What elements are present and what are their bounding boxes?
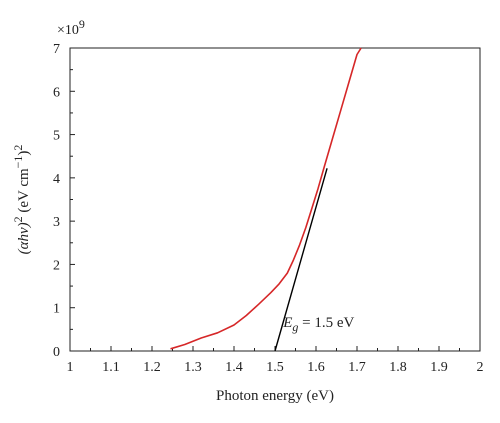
y-multiplier-base: ×10: [57, 23, 79, 38]
x-tick-label: 1.4: [225, 360, 243, 375]
x-tick-label: 1.6: [307, 360, 325, 375]
y-label-sup3: 2: [11, 145, 25, 151]
x-tick-label: 1.9: [430, 360, 448, 375]
x-tick-label: 1.7: [348, 360, 366, 375]
x-axis-label: Photon energy (eV): [216, 388, 334, 404]
y-tick-label: 3: [53, 215, 60, 230]
bandgap-annotation: Eg = 1.5 eV: [282, 315, 354, 334]
x-tick-label: 1.8: [389, 360, 407, 375]
y-tick-label: 1: [53, 302, 60, 317]
y-multiplier-exponent: 9: [79, 17, 85, 31]
annotation-subscript: g: [292, 320, 298, 334]
y-axis-ticks: 0 1 2 3 4 5 6 7: [53, 42, 75, 360]
x-tick-label: 1.1: [102, 360, 120, 375]
y-tick-label: 4: [53, 172, 60, 187]
y-tick-label: 5: [53, 129, 60, 144]
y-tick-label: 7: [53, 42, 60, 57]
x-tick-label: 1.3: [184, 360, 202, 375]
y-label-main: (αhν): [16, 222, 32, 254]
x-axis-ticks: 1 1.1 1.2 1.3 1.4 1.5 1.6 1.7 1.8 1.9 2: [67, 346, 484, 375]
annotation-suffix: = 1.5 eV: [298, 315, 354, 331]
y-axis-label: (αhν)2 (eV cm−1)2: [11, 145, 32, 255]
series-layer: [170, 47, 362, 352]
x-tick-label: 1.2: [143, 360, 161, 375]
y-label-sup1: 2: [11, 216, 25, 222]
tangent-line: [274, 168, 328, 352]
y-tick-label: 0: [53, 345, 60, 360]
x-tick-label: 1: [67, 360, 74, 375]
y-label-unit: (eV cm: [16, 168, 32, 216]
annotation-prefix: E: [282, 315, 292, 331]
plot-frame: [69, 47, 481, 352]
x-tick-label: 1.5: [266, 360, 284, 375]
x-tick-label: 2: [477, 360, 484, 375]
y-label-close: ): [16, 151, 32, 156]
y-label-sup2: −1: [11, 156, 25, 169]
y-multiplier: ×109: [57, 17, 85, 38]
y-tick-label: 6: [53, 85, 60, 100]
y-tick-label: 2: [53, 258, 60, 273]
absorption-curve-line: [170, 47, 362, 350]
